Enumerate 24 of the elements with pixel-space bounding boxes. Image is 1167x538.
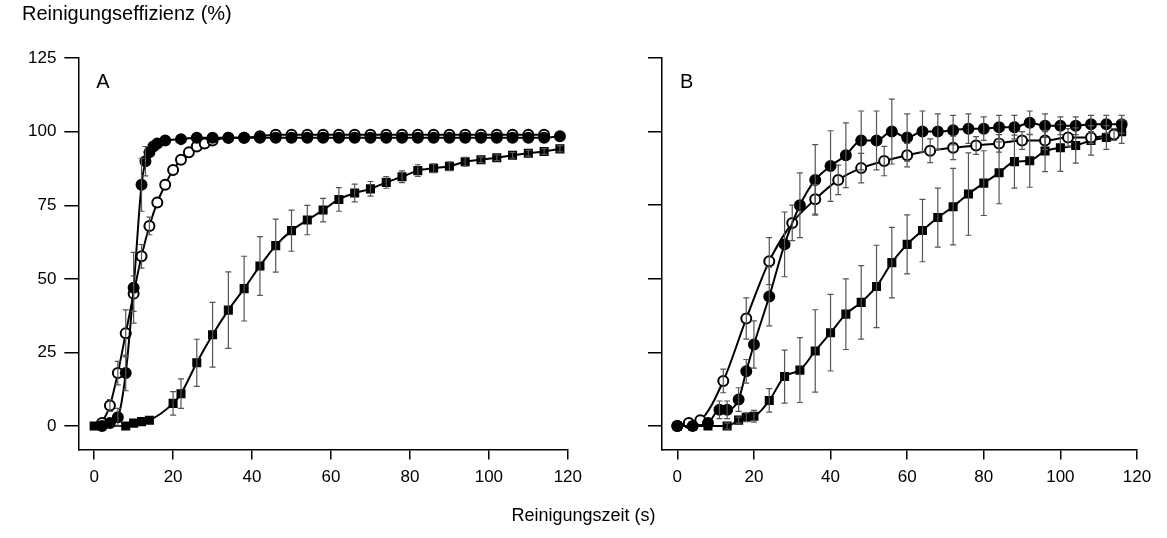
annotation: B	[680, 69, 694, 92]
y-axis-title: Reinigungseffizienz (%)	[22, 2, 232, 25]
x-axis-title: Reinigungszeit (s)	[510, 505, 657, 526]
x-tick-label: 100	[1046, 467, 1075, 487]
x-tick-label: 120	[1122, 467, 1152, 487]
y-tick-label: 0	[46, 415, 57, 435]
y-tick-label: 100	[27, 121, 57, 141]
x-tick-label: 0	[89, 467, 99, 487]
x-tick-label: 120	[553, 467, 583, 487]
x-tick-label: 60	[321, 467, 341, 487]
y-tick-label: 25	[37, 342, 57, 362]
annotation: A	[96, 69, 111, 92]
x-tick-label: 0	[672, 467, 683, 487]
y-tick-label: 50	[37, 268, 57, 288]
x-tick-label: 100	[474, 467, 504, 487]
x-tick-label: 20	[163, 467, 183, 487]
x-tick-label: 40	[242, 467, 262, 487]
y-tick-label: 75	[37, 195, 57, 215]
x-tick-label: 60	[897, 467, 917, 487]
x-tick-label: 80	[400, 467, 420, 487]
x-tick-label: 20	[744, 467, 764, 487]
y-tick-label: 125	[27, 47, 57, 67]
x-tick-label: 80	[974, 467, 994, 487]
x-tick-label: 40	[821, 467, 841, 487]
